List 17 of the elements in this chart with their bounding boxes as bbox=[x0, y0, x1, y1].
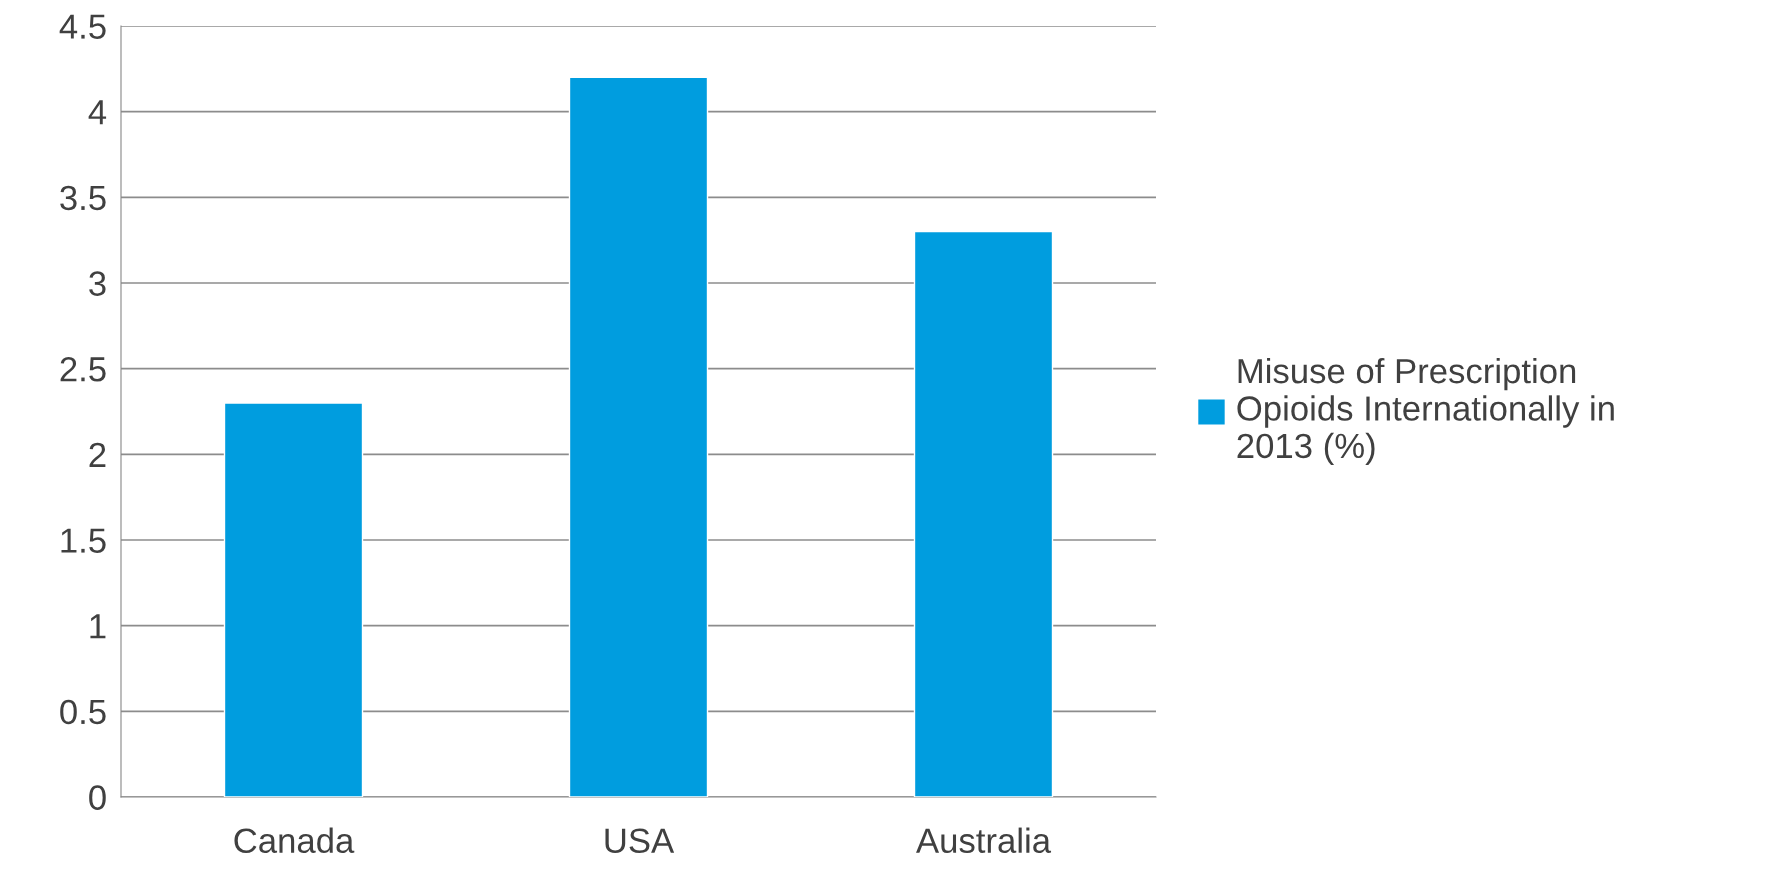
y-tick-label: 1 bbox=[90, 614, 106, 639]
x-tick-label: USA bbox=[605, 828, 675, 854]
y-tick-label: 2 bbox=[89, 442, 106, 467]
y-tick-label: 4.5 bbox=[59, 14, 106, 39]
x-tick-label: Australia bbox=[916, 827, 1052, 854]
y-tick-label: 0 bbox=[89, 785, 106, 810]
x-tick-label: Canada bbox=[234, 827, 355, 854]
bar bbox=[913, 230, 1054, 797]
y-tick-label: 3 bbox=[89, 271, 106, 296]
legend-label: Misuse of Prescription Opioids Internationally in 2013 (%) bbox=[1237, 357, 1614, 466]
bar bbox=[223, 402, 364, 797]
y-tick-label: 4 bbox=[88, 100, 107, 125]
y-tick-label: 0.5 bbox=[60, 699, 106, 725]
y-tick-label: 1.5 bbox=[61, 528, 106, 553]
y-tick-label: 3.5 bbox=[60, 185, 106, 211]
bar bbox=[568, 76, 709, 797]
y-tick-label: 2.5 bbox=[60, 357, 106, 382]
